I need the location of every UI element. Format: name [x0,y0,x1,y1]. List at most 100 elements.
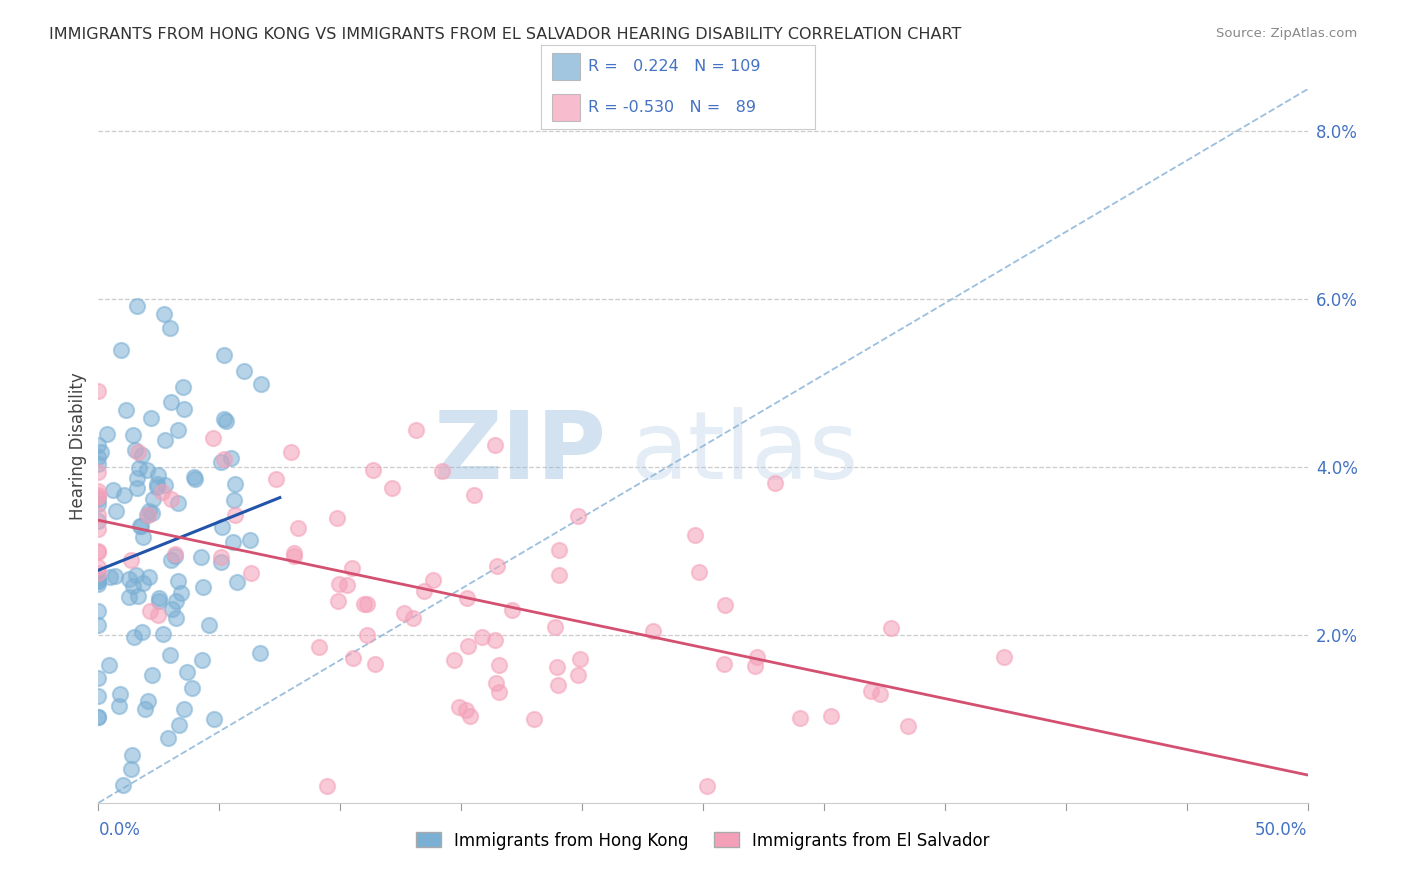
Point [224,477,246,491]
Point [209,555,232,569]
Point [471,630,494,644]
Point [160,602,183,616]
Point [202,712,225,726]
Point [166,574,188,588]
Point [860,684,883,698]
Point [173,402,195,417]
Point [184,472,207,486]
Point [432,464,454,478]
Point [108,687,131,701]
Point [342,650,364,665]
Point [183,470,205,484]
Point [141,668,163,682]
Point [132,576,155,591]
Point [181,681,204,695]
Point [328,593,350,607]
Point [131,449,153,463]
Point [87,566,110,581]
Point [209,455,232,469]
Point [110,343,132,358]
Point [280,445,302,459]
Point [87,544,110,558]
Point [127,471,149,485]
Point [87,710,110,724]
Point [87,577,110,591]
Point [87,560,110,574]
Point [443,653,465,667]
Point [169,585,191,599]
Point [167,423,190,437]
Point [103,483,125,497]
Point [87,384,110,398]
Point [97,658,120,673]
Point [87,603,110,617]
Point [145,477,167,491]
Point [548,542,571,557]
Point [136,463,159,477]
Point [98,569,121,583]
Point [104,504,127,518]
Point [547,567,569,582]
Point [122,579,145,593]
Point [120,553,142,567]
Point [146,467,169,482]
Point [142,491,165,506]
Text: atlas: atlas [630,407,859,500]
Point [118,573,141,587]
Point [413,583,436,598]
Point [125,481,148,495]
Point [224,508,246,523]
Text: Source: ZipAtlas.com: Source: ZipAtlas.com [1216,27,1357,40]
Point [150,484,173,499]
Point [112,778,135,792]
Point [159,553,181,567]
Point [87,490,110,504]
Point [121,762,143,776]
Point [165,593,187,607]
Point [87,497,110,511]
Point [118,591,141,605]
Point [744,658,766,673]
Point [546,660,568,674]
Point [136,508,159,523]
Point [90,444,112,458]
Point [381,481,404,495]
Point [880,621,903,635]
Point [713,598,735,612]
Point [457,639,479,653]
Point [336,578,359,592]
Point [688,565,710,579]
Point [212,452,235,467]
Point [121,747,143,762]
Point [239,533,262,548]
Point [326,511,349,525]
Point [488,684,510,698]
Point [125,568,148,582]
Point [176,665,198,679]
Point [131,624,153,639]
Point [820,709,842,723]
Point [131,519,153,533]
Point [127,299,149,313]
Point [567,508,589,523]
Point [363,463,385,477]
Point [567,668,589,682]
Point [136,694,159,708]
Point [356,598,378,612]
Point [128,518,150,533]
Point [159,320,181,334]
Point [134,702,156,716]
Point [283,546,305,560]
Point [364,657,387,671]
Point [153,308,176,322]
Point [547,678,569,692]
Point [456,591,478,606]
Point [209,549,232,564]
Point [139,411,162,425]
Point [87,457,110,471]
Point [87,522,110,536]
Point [153,433,176,447]
Y-axis label: Hearing Disability: Hearing Disability [69,372,87,520]
Point [87,488,110,502]
Point [264,472,287,486]
